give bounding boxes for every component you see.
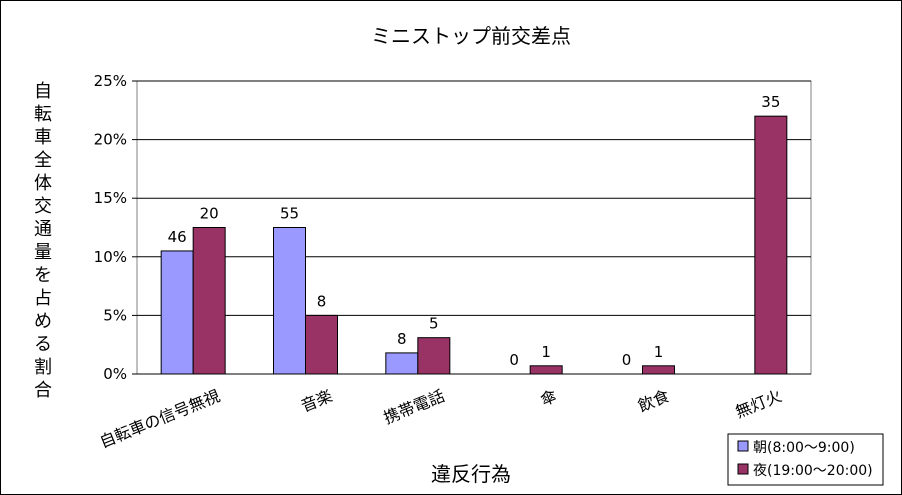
data-label: 20	[200, 205, 219, 223]
y-axis-ticks: 0% 5% 10% 15% 20% 25%	[94, 72, 137, 383]
y-axis-title-char: 全	[34, 150, 52, 171]
legend-swatch	[737, 463, 749, 475]
legend-label: 夜(19:00～20:00)	[753, 463, 873, 479]
bar	[160, 250, 194, 375]
x-category-label: 音楽	[298, 386, 335, 416]
x-category-label: 無灯火	[733, 386, 785, 422]
x-category-label: 自転車の信号無視	[97, 386, 223, 452]
data-label: 0	[509, 351, 519, 369]
data-label: 35	[761, 93, 780, 111]
y-axis-title-char: め	[34, 311, 52, 332]
data-label: 8	[317, 292, 327, 310]
legend-box	[727, 433, 884, 486]
y-tick-label: 25%	[94, 72, 127, 90]
bar	[305, 314, 338, 375]
x-axis-categories: 自転車の信号無視 音楽 携帯電話 傘 飲食 無灯火	[97, 386, 784, 452]
data-label: 5	[429, 315, 439, 333]
y-axis-title-char: 車	[34, 127, 52, 148]
bar	[385, 352, 419, 375]
legend-label: 朝(8:00～9:00)	[753, 440, 855, 456]
y-tick-label: 0%	[103, 365, 127, 383]
y-axis-title-char: 転	[34, 104, 52, 125]
y-axis-title-char: 体	[34, 173, 52, 194]
bar	[642, 365, 675, 375]
y-axis-title-char: る	[34, 334, 52, 355]
data-label: 1	[654, 343, 664, 361]
bar	[192, 227, 226, 375]
y-axis-title-char: 自	[34, 81, 52, 102]
y-axis-title-char: を	[34, 265, 52, 286]
y-axis-title-char: 交	[34, 196, 52, 217]
data-labels: 46 20 55 8 8 5 0 1 0 1 35	[168, 93, 781, 369]
gridlines	[137, 80, 811, 316]
y-axis-title-char: 割	[34, 357, 52, 378]
x-category-label: 傘	[538, 386, 560, 410]
chart-title: ミニストップ前交差点	[371, 24, 571, 48]
x-axis-title: 違反行為	[431, 462, 511, 486]
y-tick-label: 15%	[94, 189, 127, 207]
data-label: 8	[397, 330, 407, 348]
legend-swatch	[737, 440, 749, 452]
y-axis-title-char: 合	[34, 380, 52, 401]
y-axis-title-char: 量	[34, 242, 52, 263]
y-axis-title-char: 通	[34, 219, 52, 240]
legend: 朝(8:00～9:00) 夜(19:00～20:00)	[727, 433, 884, 486]
plot-area	[136, 80, 812, 375]
x-category-label: 携帯電話	[381, 386, 447, 428]
y-tick-label: 5%	[103, 306, 127, 324]
bars	[160, 115, 788, 375]
bar	[273, 227, 306, 375]
data-label: 0	[622, 351, 632, 369]
y-tick-label: 10%	[94, 248, 127, 266]
x-category-label: 飲食	[635, 386, 672, 416]
data-label: 1	[541, 343, 551, 361]
data-label: 46	[168, 228, 187, 246]
y-tick-label: 20%	[94, 131, 127, 149]
bar	[529, 365, 563, 375]
data-label: 55	[280, 205, 299, 223]
y-axis-title-char: 占	[34, 288, 52, 309]
bar	[417, 337, 451, 375]
bar	[754, 115, 788, 375]
